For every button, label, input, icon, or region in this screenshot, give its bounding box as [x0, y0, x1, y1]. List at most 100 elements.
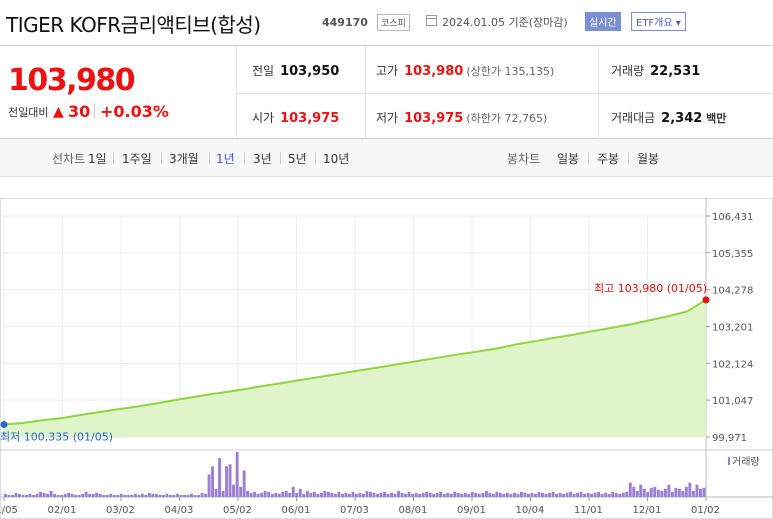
volume-bar: [670, 491, 674, 497]
price-point: [212, 393, 214, 395]
volume-bar: [249, 492, 253, 497]
volume-bar: [35, 493, 39, 497]
volume-bar: [632, 486, 636, 497]
volume-bar: [484, 490, 488, 497]
volume-bar: [77, 495, 81, 497]
price-point: [155, 402, 157, 405]
candle-weekly[interactable]: 주봉: [597, 152, 620, 166]
divider: [598, 46, 599, 138]
volume-bar: [411, 493, 415, 497]
divider: [236, 46, 237, 138]
volume-bar: [390, 492, 394, 497]
candle-daily[interactable]: 일봉: [557, 152, 580, 166]
candle-chart-label: 봉차트: [507, 152, 541, 166]
volume-bar: [642, 488, 646, 497]
volume-bar: [91, 493, 95, 497]
volume-bar: [291, 486, 295, 497]
up-arrow-icon: ▲: [53, 104, 64, 120]
price-point: [629, 323, 631, 326]
volume-bar: [439, 491, 443, 497]
volume-bar: [176, 493, 179, 497]
price-chart: 106,431 105,355 104,278 103,201 102,124 101,0…: [0, 198, 773, 519]
volume-bar: [147, 492, 151, 497]
volume-bar: [302, 493, 306, 497]
x-tick-label: 06/01: [282, 505, 311, 516]
divider: [315, 152, 316, 164]
realtime-button[interactable]: 실시간: [585, 12, 621, 31]
volume-bar: [453, 491, 457, 497]
volume-bar: [330, 492, 334, 497]
price-point: [572, 334, 574, 336]
volume-bar: [397, 490, 401, 497]
volume-bar: [284, 490, 288, 497]
volume-bar: [404, 493, 408, 497]
period-1w[interactable]: 1주일: [122, 152, 152, 166]
price-point: [250, 387, 252, 389]
volume-bar: [270, 493, 274, 497]
volume-bar: [421, 492, 425, 497]
divider: [94, 104, 95, 118]
x-tick-label: 05/02: [223, 505, 252, 516]
volume-bar: [256, 493, 260, 497]
volume-bar: [527, 493, 530, 497]
volume-bar: [428, 492, 432, 497]
volume-bar: [81, 493, 85, 497]
volume-bar: [586, 492, 590, 497]
volume-bar: [221, 490, 225, 497]
period-1y[interactable]: 1년: [216, 152, 235, 166]
price-point: [420, 359, 423, 362]
volume-bar: [498, 492, 502, 497]
price-point: [534, 340, 536, 342]
price-point: [41, 419, 43, 421]
period-3y[interactable]: 3년: [253, 152, 272, 166]
volume-bar: [569, 491, 573, 497]
candle-monthly[interactable]: 월봉: [637, 152, 660, 166]
volume-bar: [25, 495, 29, 497]
volume-bar: [351, 491, 355, 497]
volume-bar: [491, 493, 495, 497]
price-point: [231, 390, 233, 392]
volume-bar: [400, 492, 404, 497]
calendar-icon: [426, 15, 437, 26]
volume-bar: [260, 492, 264, 497]
price-point: [60, 417, 62, 419]
volume-bar: [246, 490, 250, 497]
volume-bar: [277, 493, 281, 497]
market-badge: 코스피: [377, 14, 410, 31]
price-point: [344, 372, 347, 374]
volume-bar: [242, 470, 246, 497]
volume-bar: [207, 474, 211, 497]
y-tick-label: 102,124: [712, 359, 753, 370]
volume-bar: [228, 464, 232, 497]
low-label: 저가: [376, 111, 399, 125]
volume-bar: [119, 493, 123, 497]
period-1d[interactable]: 1일: [88, 152, 107, 166]
volume-bar: [11, 495, 14, 497]
volume-bar: [379, 492, 383, 497]
volume-bar: [646, 491, 650, 497]
stock-code: 449170: [322, 16, 368, 29]
stock-name: TIGER KOFR금리액티브(합성): [6, 13, 261, 37]
period-10y[interactable]: 10년: [323, 152, 350, 166]
period-3m[interactable]: 3개월: [169, 152, 199, 166]
volume-bar: [502, 493, 506, 497]
price-point: [515, 343, 517, 345]
volume-bar: [435, 492, 439, 497]
volume-bar: [432, 493, 436, 497]
volume-bar: [625, 491, 629, 497]
volume-bar: [456, 492, 460, 497]
x-tick-label: 03/02: [106, 505, 135, 516]
max-marker: [702, 296, 710, 304]
volume-bar: [372, 492, 376, 497]
volume-bar: [639, 484, 643, 497]
volume-bar: [530, 492, 534, 497]
current-price: 103,980: [8, 63, 136, 98]
volume-bar: [576, 492, 580, 497]
volume-bar: [84, 491, 88, 497]
price-area: [4, 299, 706, 437]
volume-bar: [172, 495, 176, 497]
period-5y[interactable]: 5년: [288, 152, 307, 166]
price-point: [269, 384, 271, 386]
price-point: [458, 353, 460, 355]
etf-info-dropdown[interactable]: ETF개요 ▾: [631, 12, 686, 31]
